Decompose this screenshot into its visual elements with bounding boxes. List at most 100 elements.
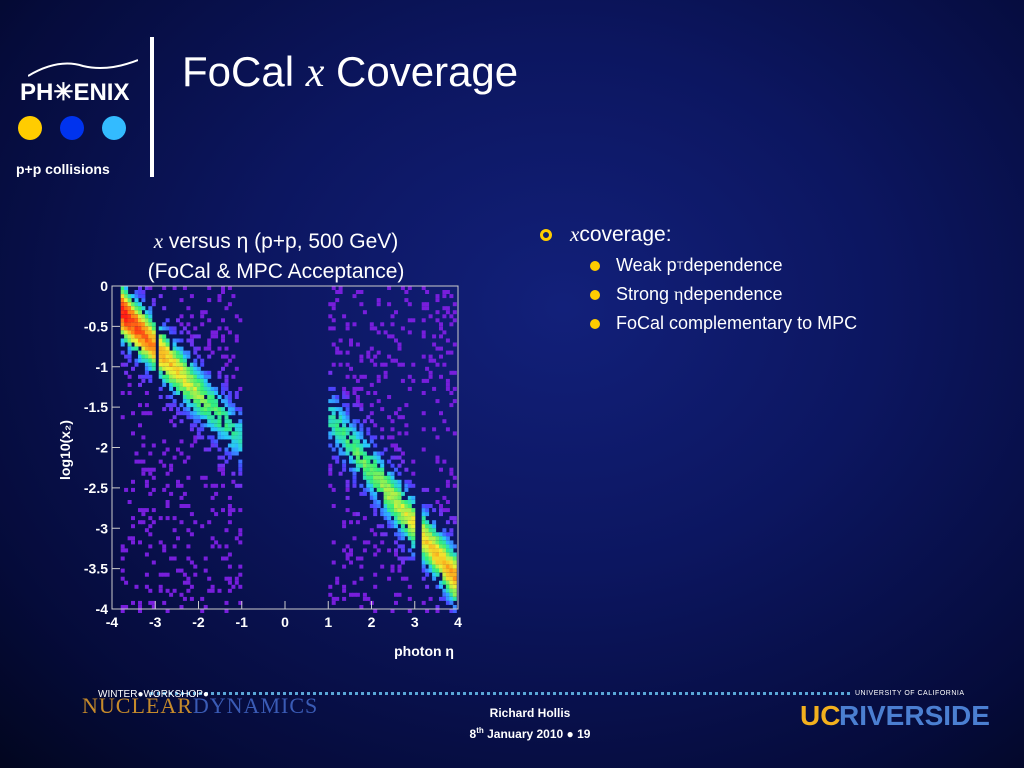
heatmap-cell: [404, 500, 409, 504]
heatmap-cell: [207, 415, 212, 420]
heatmap-cell: [369, 322, 374, 327]
heatmap-cell: [138, 609, 142, 613]
heatmap-cell: [203, 483, 208, 488]
heatmap-cell: [355, 520, 360, 525]
heatmap-cell: [138, 334, 142, 339]
heatmap-cell: [404, 479, 409, 484]
heatmap-cell: [397, 512, 402, 517]
x-tick-label: 0: [281, 614, 289, 630]
heatmap-cell: [394, 358, 398, 363]
heatmap-cell: [342, 391, 347, 395]
heatmap-cell: [231, 407, 236, 412]
heatmap-cell: [158, 350, 163, 355]
heatmap-cell: [134, 334, 139, 339]
heatmap-cell: [390, 443, 395, 448]
heatmap-cell: [227, 564, 232, 569]
heatmap-cell: [432, 520, 437, 525]
heatmap-cell: [165, 447, 170, 452]
heatmap-cell: [331, 431, 336, 436]
heatmap-cell: [141, 520, 146, 525]
heatmap-cell: [124, 548, 129, 553]
heatmap-cell: [449, 568, 454, 573]
heatmap-cell: [238, 463, 243, 468]
heatmap-cell: [394, 508, 398, 513]
heatmap-cell: [148, 366, 153, 371]
heatmap-cell: [359, 491, 364, 496]
heatmap-cell: [162, 362, 167, 367]
heatmap-cell: [342, 403, 347, 408]
heatmap-cell: [189, 427, 194, 432]
heatmap-cell: [425, 568, 430, 573]
heatmap-cell: [141, 318, 146, 323]
heatmap-cell: [407, 495, 412, 500]
heatmap-cell: [158, 346, 163, 351]
heatmap-cell: [366, 354, 371, 359]
heatmap-cell: [189, 512, 194, 517]
heatmap-cell: [186, 455, 191, 460]
heatmap-cell: [148, 310, 153, 315]
heatmap-cell: [141, 459, 146, 464]
heatmap-cells: [120, 286, 457, 613]
heatmap-cell: [432, 508, 437, 513]
heatmap-cell: [127, 306, 132, 311]
heatmap-cell: [234, 334, 239, 339]
heatmap-cell: [224, 556, 229, 561]
heatmap-cell: [221, 556, 225, 561]
heatmap-cell: [335, 443, 340, 448]
heatmap-cell: [234, 536, 239, 541]
heatmap-cell: [196, 382, 201, 387]
heatmap-cell: [428, 596, 433, 601]
heatmap-cell: [442, 556, 447, 561]
heatmap-cell: [328, 302, 333, 307]
heatmap-cell: [397, 342, 402, 347]
heatmap-cell: [331, 427, 336, 432]
heatmap-cell: [373, 423, 378, 428]
heatmap-cell: [369, 528, 374, 533]
heatmap-cell: [179, 322, 184, 327]
heatmap-cell: [452, 516, 457, 521]
heatmap-cell: [193, 403, 198, 408]
heatmap-cell: [131, 322, 135, 327]
heatmap-cell: [345, 487, 350, 492]
heatmap-cell: [179, 350, 184, 355]
heatmap-cell: [221, 411, 225, 416]
heatmap-cell: [120, 556, 125, 561]
heatmap-cell: [210, 536, 215, 541]
y-tick-label: 0: [100, 278, 108, 294]
heatmap-cell: [352, 447, 357, 452]
heatmap-cell: [400, 560, 405, 565]
heatmap-cell: [234, 447, 239, 452]
heatmap-cell: [238, 532, 243, 537]
heatmap-cell: [449, 584, 454, 589]
heatmap-cell: [227, 411, 232, 416]
heatmap-cell: [234, 427, 239, 432]
heatmap-cell: [439, 326, 443, 331]
heatmap-cell: [442, 306, 447, 311]
heatmap-cell: [165, 516, 170, 521]
heatmap-cell: [210, 544, 215, 549]
heatmap-cell: [227, 399, 232, 404]
heatmap-cell: [217, 407, 222, 412]
heatmap-cell: [120, 314, 125, 319]
heatmap-cell: [383, 487, 388, 492]
heatmap-cell: [373, 354, 378, 359]
heatmap-cell: [452, 609, 457, 613]
heatmap-cell: [144, 411, 149, 416]
heatmap-cell: [435, 584, 440, 589]
heatmap-cell: [227, 395, 232, 399]
heatmap-cell: [390, 419, 395, 424]
heatmap-cell: [176, 407, 180, 412]
heatmap-cell: [445, 556, 450, 561]
heatmap-cell: [394, 516, 398, 521]
heatmap-cell: [148, 346, 153, 351]
heatmap-cell: [179, 378, 184, 383]
heatmap-cell: [445, 544, 450, 549]
heatmap-cell: [449, 548, 454, 553]
heatmap-cell: [352, 471, 357, 476]
heatmap-cell: [421, 556, 426, 561]
heatmap-cell: [390, 609, 395, 613]
heatmap-cell: [224, 419, 229, 424]
heatmap-cell: [345, 479, 350, 484]
heatmap-cell: [172, 528, 177, 533]
heatmap-cell: [131, 330, 135, 335]
